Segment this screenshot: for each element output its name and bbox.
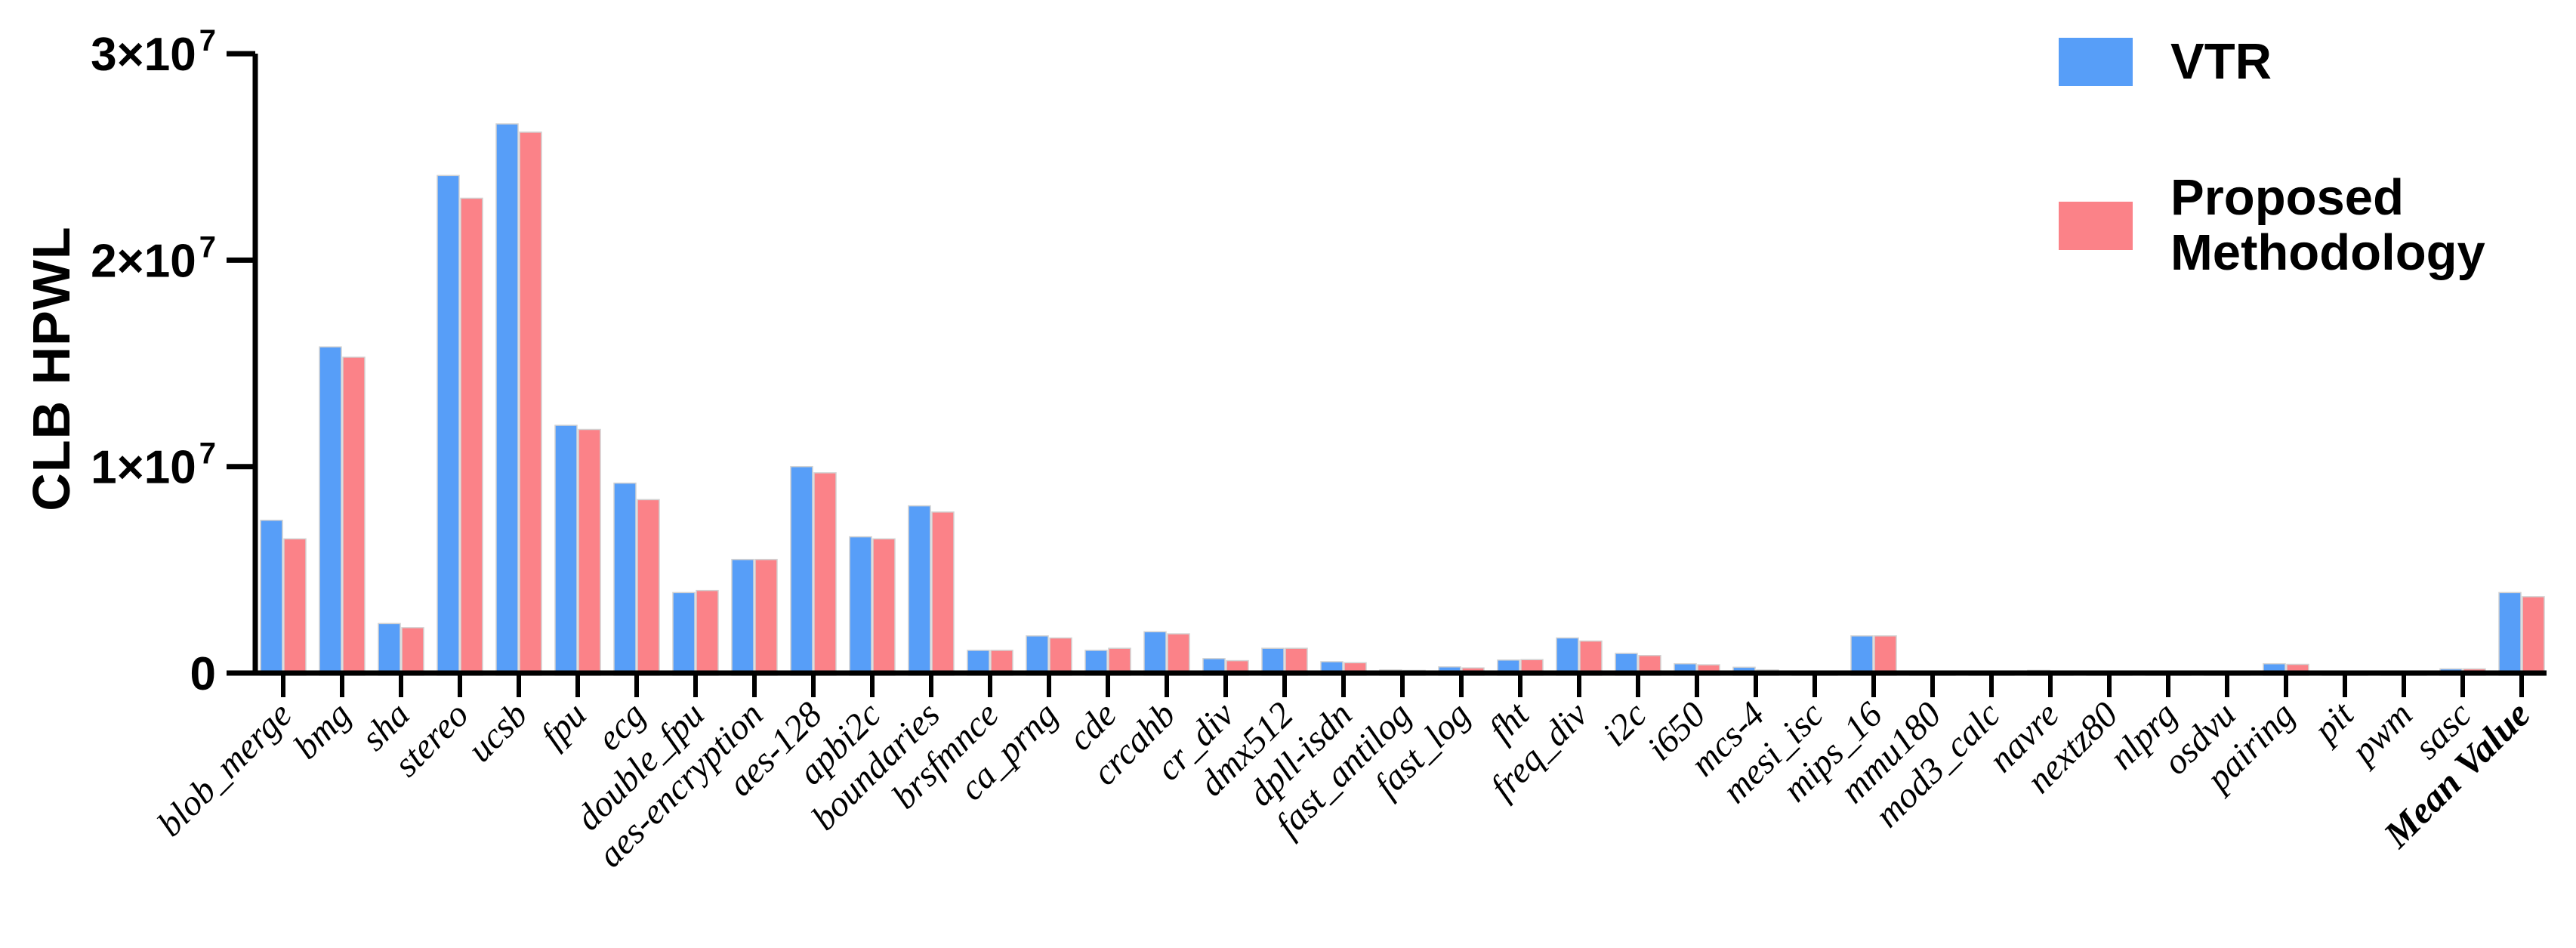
bar-vtr-sha [378, 622, 401, 676]
series-proposed-methodology [283, 131, 2545, 676]
bar-vtr-stereo [437, 174, 460, 676]
legend-swatch-vtr [2059, 38, 2133, 87]
bar-proposed-methodology-mean-value [2522, 596, 2545, 676]
y-tick-label: 3×10 7 [91, 24, 216, 81]
bar-proposed-methodology-bmg [342, 357, 366, 676]
legend: VTR Proposed Methodology [2059, 33, 2485, 281]
legend-item-vtr: VTR [2059, 33, 2485, 90]
bar-vtr-ecg [613, 482, 637, 676]
bar-proposed-methodology-ca-prng [1049, 637, 1072, 676]
bar-vtr-apbi2c [849, 536, 872, 676]
bar-vtr-aes-128 [790, 465, 813, 676]
bar-proposed-methodology-freq-div [1579, 640, 1603, 676]
x-category-label-fpu: fpu [533, 694, 594, 755]
bar-vtr-aes-encryption [731, 558, 754, 676]
y-tick-label: 2×10 7 [91, 230, 216, 287]
bar-vtr-double-fpu [672, 591, 696, 676]
x-category-label-blob-merge: blob_merge [150, 694, 299, 844]
y-tick-label: 1×10 7 [91, 437, 216, 494]
bar-vtr-freq-div [1556, 637, 1579, 676]
bar-proposed-methodology-ecg [637, 499, 660, 676]
bar-proposed-methodology-crcahb [1167, 633, 1190, 676]
bar-vtr-ca-prng [1026, 635, 1049, 676]
bar-proposed-methodology-aes-128 [813, 472, 837, 676]
bar-vtr-blob-merge [260, 520, 283, 676]
legend-label-proposed-line2: Methodology [2170, 224, 2485, 281]
legend-item-proposed: Proposed Methodology [2059, 169, 2485, 281]
bar-proposed-methodology-blob-merge [283, 538, 307, 676]
bar-vtr-fpu [554, 425, 578, 676]
bar-vtr-crcahb [1143, 631, 1167, 676]
bar-vtr-mean-value [2498, 591, 2522, 676]
x-category-label-pwm: pwm [2342, 694, 2420, 773]
bar-proposed-methodology-apbi2c [872, 538, 896, 676]
x-category-label-ucsb: ucsb [460, 694, 535, 770]
legend-label-proposed-line1: Proposed [2170, 169, 2404, 227]
bar-vtr-ucsb [495, 123, 519, 676]
series-vtr [260, 123, 2522, 676]
bar-proposed-methodology-sha [401, 627, 424, 676]
y-tick-label: 0 [190, 648, 216, 700]
legend-label-vtr: VTR [2170, 33, 2272, 90]
bar-vtr-boundaries [908, 505, 931, 676]
bar-proposed-methodology-double-fpu [696, 589, 719, 676]
y-axis-title: CLB HPWL [22, 226, 81, 511]
legend-swatch-proposed [2059, 201, 2133, 250]
bar-vtr-bmg [319, 346, 342, 676]
x-category-label-bmg: bmg [286, 694, 359, 767]
bar-proposed-methodology-stereo [460, 197, 483, 676]
bar-proposed-methodology-fpu [578, 428, 601, 676]
bar-proposed-methodology-ucsb [519, 131, 542, 676]
legend-label-proposed: Proposed Methodology [2170, 169, 2485, 281]
bar-proposed-methodology-boundaries [931, 511, 955, 676]
bar-proposed-methodology-mips-16 [1874, 635, 1897, 676]
bar-proposed-methodology-aes-encryption [754, 558, 778, 676]
bar-vtr-mips-16 [1850, 635, 1874, 676]
